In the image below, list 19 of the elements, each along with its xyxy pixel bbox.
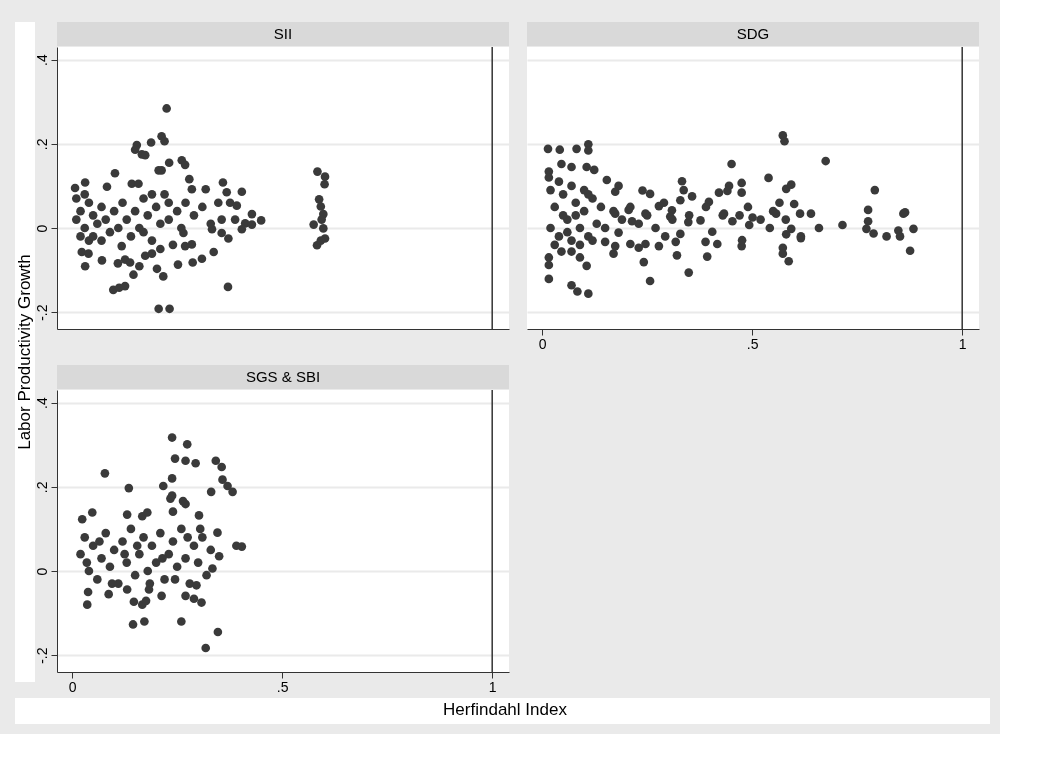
x-tick-label: 0 bbox=[538, 335, 547, 352]
chart-title: SDG bbox=[736, 25, 770, 42]
x-tick-label: .5 bbox=[276, 678, 289, 695]
y-tick-label: 0 bbox=[33, 567, 50, 576]
x-tick-label: .5 bbox=[746, 335, 759, 352]
y-tick-label: -.2 bbox=[33, 304, 50, 321]
chart-title: SGS & SBI bbox=[245, 368, 321, 385]
y-tick-label: .2 bbox=[33, 138, 50, 151]
x-tick-label: 1 bbox=[488, 678, 497, 695]
y-tick-label: .4 bbox=[33, 397, 50, 409]
chart-title: SII bbox=[273, 25, 293, 42]
y-tick-label: .2 bbox=[33, 481, 50, 494]
x-tick-label: 1 bbox=[958, 335, 967, 352]
y-tick-label: 0 bbox=[33, 224, 50, 233]
y-axis-title: Labor Productivity Growth bbox=[15, 254, 34, 450]
x-tick-label: 0 bbox=[68, 678, 77, 695]
x-axis-title: Herfindahl Index bbox=[443, 700, 568, 719]
y-tick-label: .4 bbox=[33, 54, 50, 66]
y-tick-label: -.2 bbox=[33, 647, 50, 664]
